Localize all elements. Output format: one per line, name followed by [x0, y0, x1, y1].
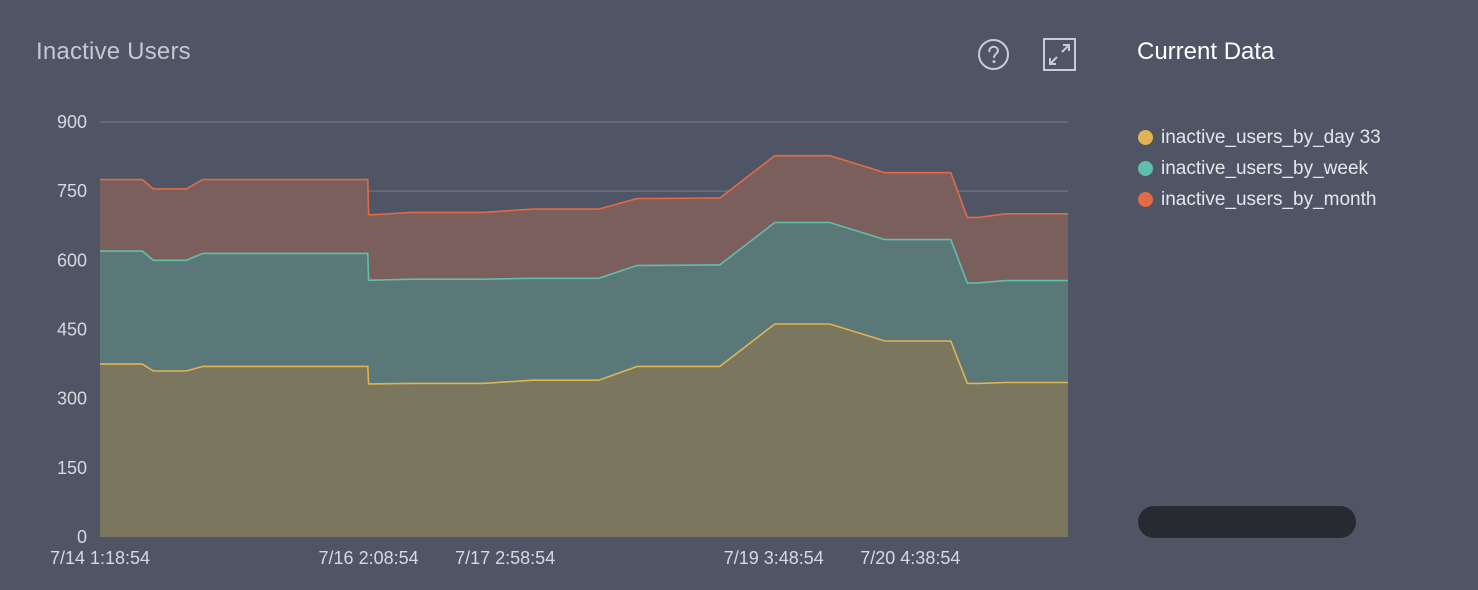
- question-circle-icon[interactable]: [977, 38, 1010, 71]
- legend-label: inactive_users_by_day 33: [1161, 126, 1381, 148]
- x-tick-label: 7/14 1:18:54: [50, 548, 150, 568]
- y-axis-ticks: 0 150 300 450 600 750 900: [57, 112, 87, 547]
- legend-title: Current Data: [1137, 38, 1275, 65]
- series-line-1: [100, 323, 1068, 385]
- legend-dot-icon: [1138, 130, 1153, 145]
- legend-scrollbar[interactable]: [1138, 506, 1356, 538]
- series-area-2: [100, 222, 1068, 384]
- y-tick-label: 0: [77, 527, 87, 547]
- x-tick-label: 7/16 2:08:54: [319, 548, 419, 568]
- series-line-2: [100, 221, 1068, 284]
- expand-arrows-icon[interactable]: [1043, 38, 1076, 71]
- legend-label: inactive_users_by_month: [1161, 188, 1377, 210]
- x-tick-label: 7/19 3:48:54: [724, 548, 824, 568]
- y-tick-label: 300: [57, 389, 87, 409]
- legend-list: inactive_users_by_day 33 inactive_users_…: [1138, 122, 1394, 215]
- legend-dot-icon: [1138, 161, 1153, 176]
- y-tick-label: 600: [57, 250, 87, 270]
- legend-item-day[interactable]: inactive_users_by_day 33: [1138, 122, 1394, 153]
- y-tick-label: 150: [57, 458, 87, 478]
- series-area-3: [100, 155, 1068, 283]
- area-chart: 0 150 300 450 600 750 900 7/14 1:18:54 7/16 2:0…: [50, 112, 1068, 568]
- y-tick-label: 450: [57, 320, 87, 340]
- x-tick-label: 7/17 2:58:54: [455, 548, 555, 568]
- legend-label: inactive_users_by_week: [1161, 157, 1369, 179]
- series-area-1: [100, 324, 1068, 537]
- legend-dot-icon: [1138, 192, 1153, 207]
- chart-lines: [100, 154, 1068, 385]
- series-line-3: [100, 154, 1068, 219]
- y-tick-label: 900: [57, 112, 87, 132]
- chart-areas: [100, 155, 1068, 537]
- legend-item-week[interactable]: inactive_users_by_week: [1138, 153, 1394, 184]
- x-axis-ticks: 7/14 1:18:54 7/16 2:08:54 7/17 2:58:54 7/19…: [50, 548, 960, 568]
- chart-title: Inactive Users: [36, 38, 191, 65]
- legend-item-month[interactable]: inactive_users_by_month: [1138, 184, 1394, 215]
- y-tick-label: 750: [57, 181, 87, 201]
- x-tick-label: 7/20 4:38:54: [860, 548, 960, 568]
